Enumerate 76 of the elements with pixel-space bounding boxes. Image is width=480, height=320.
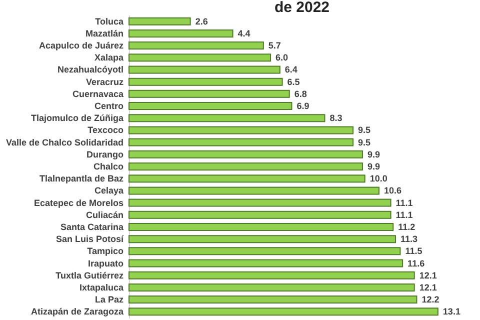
bar: [128, 247, 401, 256]
data-label: 5.7: [268, 40, 281, 51]
y-tick-label: Veracruz: [86, 76, 124, 87]
y-tick-label: Irapuato: [88, 258, 124, 268]
data-label: 9.5: [358, 125, 371, 136]
data-label: 10.6: [384, 186, 402, 196]
bar: [128, 42, 264, 50]
bar: [128, 271, 415, 280]
y-tick-label: Centro: [94, 101, 124, 112]
bar: [128, 66, 280, 74]
bar: [128, 259, 404, 268]
bar: [128, 90, 290, 98]
bar: [128, 162, 363, 170]
data-label: 9.9: [367, 162, 380, 172]
y-tick-label: Culiacán: [86, 210, 124, 220]
y-tick-label: La Paz: [94, 294, 124, 305]
y-tick-label: Chalco: [93, 162, 124, 172]
y-tick-label: Xalapa: [94, 52, 124, 63]
y-tick-label: Atizapán de Zaragoza: [30, 306, 124, 317]
data-label: 11.3: [400, 234, 418, 244]
data-label: 12.1: [419, 270, 437, 280]
data-label: 11.2: [398, 222, 416, 232]
data-label: 6.0: [275, 52, 288, 63]
data-label: 11.5: [405, 246, 422, 256]
y-tick-label: Tlajomulco de Zúñiga: [30, 113, 124, 124]
data-label: 6.4: [284, 64, 298, 75]
bar: [128, 29, 234, 38]
y-tick-label: Acapulco de Juárez: [38, 40, 124, 51]
data-label: 2.6: [195, 16, 208, 26]
data-label: 12.2: [422, 294, 440, 305]
bar: [128, 222, 394, 231]
bar: [128, 235, 396, 244]
y-tick-label: Mazatlán: [85, 28, 124, 38]
bar: [128, 138, 354, 146]
y-tick-label: Celaya: [94, 186, 124, 196]
y-tick-label: Cuernavaca: [72, 88, 124, 99]
y-tick-label: Tlalnepantla de Baz: [39, 174, 124, 184]
data-label: 6.5: [287, 76, 300, 87]
data-label: 8.3: [330, 113, 342, 124]
data-label: 10.0: [370, 174, 388, 184]
y-tick-label: Santa Catarina: [60, 222, 124, 232]
y-tick-label: Ixtapaluca: [79, 282, 124, 292]
data-label: 9.5: [358, 137, 371, 148]
chart-title: de 2022: [274, 0, 330, 16]
y-tick-label: Durango: [86, 149, 124, 160]
bar: [128, 308, 438, 316]
data-label: 4.4: [238, 28, 250, 38]
y-tick-label: Texcoco: [88, 125, 124, 136]
data-label: 11.6: [408, 258, 425, 268]
y-tick-label: Tampico: [87, 246, 124, 256]
data-label: 6.8: [294, 88, 307, 99]
data-label: 11.1: [396, 198, 413, 208]
y-tick-label: Toluca: [95, 16, 124, 26]
bar: [128, 186, 380, 195]
data-label: 12.1: [419, 282, 437, 292]
bar: [128, 150, 363, 158]
data-label: 11.1: [396, 210, 413, 220]
data-label: 13.1: [442, 306, 460, 317]
data-label: 6.9: [296, 101, 310, 112]
bar: [128, 296, 418, 304]
y-tick-label: Nezahualcóyotl: [57, 64, 124, 75]
bar: [128, 174, 366, 183]
bar: [128, 283, 415, 292]
bar: [128, 54, 271, 62]
y-tick-label: Ecatepec de Morelos: [34, 198, 124, 208]
bar: [128, 114, 326, 122]
bar: [128, 17, 191, 26]
bar: [128, 78, 283, 86]
y-tick-label: Valle de Chalco Solidaridad: [6, 137, 124, 148]
y-tick-label: San Luis Potosí: [56, 234, 124, 244]
bar: [128, 198, 392, 207]
bar: [128, 102, 292, 110]
bar: [128, 210, 392, 219]
bar: [128, 126, 354, 134]
data-label: 9.9: [367, 149, 380, 160]
y-tick-label: Tuxtla Gutiérrez: [56, 270, 124, 280]
